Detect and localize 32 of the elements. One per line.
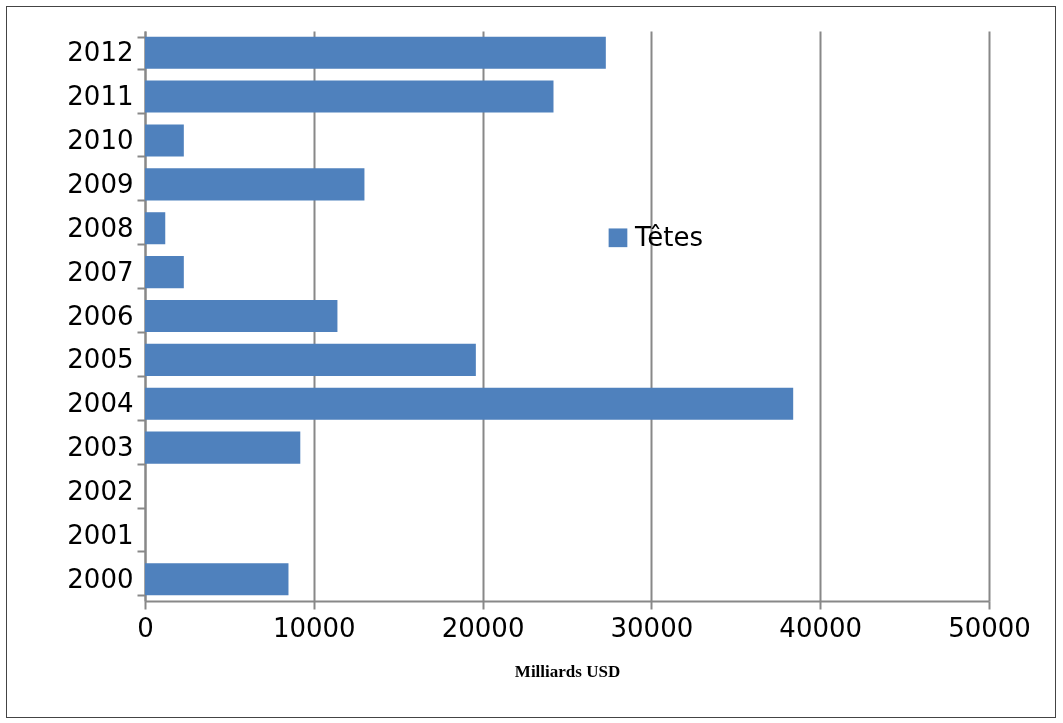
y-tick-label: 2007 [67, 256, 134, 287]
y-tick-label: 2006 [67, 300, 134, 331]
y-tick-label: 2010 [67, 124, 134, 155]
bar [145, 212, 166, 245]
y-tick-label: 2000 [67, 563, 134, 594]
y-tick-label: 2003 [67, 432, 134, 463]
x-axis-title: Milliards USD [514, 661, 621, 681]
bar [145, 431, 301, 464]
y-tick-label: 2005 [67, 344, 134, 375]
x-tick-label: 20000 [441, 612, 525, 643]
bar [145, 387, 794, 420]
bar [145, 124, 184, 157]
y-tick-label: 2008 [67, 212, 134, 243]
x-tick-label: 10000 [272, 612, 356, 643]
y-tick-label: 2002 [67, 476, 134, 507]
x-tick-label: 40000 [779, 612, 863, 643]
bar [145, 168, 365, 201]
bar [145, 256, 184, 289]
x-tick-label: 30000 [610, 612, 694, 643]
legend-label: Têtes [633, 221, 703, 252]
bar [145, 563, 289, 596]
y-tick-label: 2011 [67, 81, 134, 112]
bar [145, 343, 476, 376]
y-tick-label: 2001 [67, 519, 134, 550]
bar [145, 36, 606, 69]
y-tick-label: 2012 [67, 37, 134, 68]
y-tick-label: 2004 [67, 388, 134, 419]
x-tick-label: 0 [137, 612, 154, 643]
y-tick-label: 2009 [67, 168, 134, 199]
x-tick-label: 50000 [948, 612, 1031, 643]
bar [145, 80, 554, 113]
bar [145, 299, 338, 333]
